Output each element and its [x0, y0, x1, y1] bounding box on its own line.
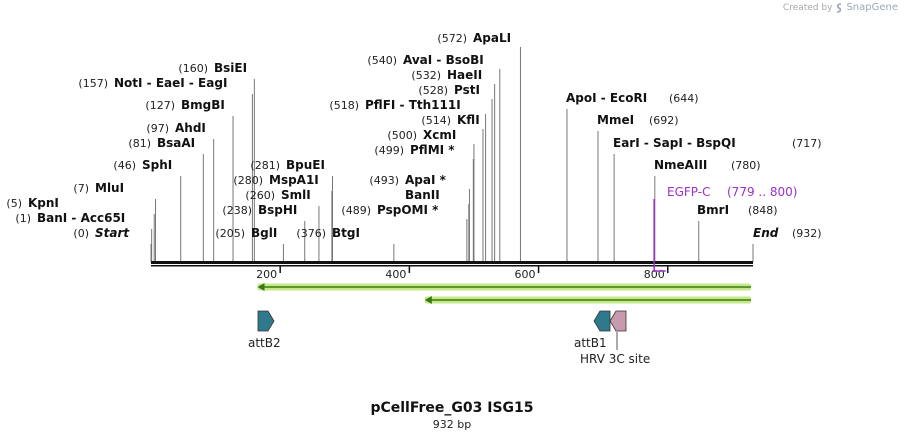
feature-arrow-hrv-3c-site — [609, 310, 627, 332]
site-position-bani-acc65i: (1) — [15, 212, 31, 225]
site-position-noti-eaei-eagi: (157) — [78, 77, 108, 90]
watermark-app-name: SnapGene — [846, 2, 898, 13]
site-position-haeii: (532) — [411, 69, 441, 82]
site-label-eari-sapi-bspqi: EarI - SapI - BspQI — [613, 136, 736, 150]
orf-layer — [257, 283, 751, 304]
site-label-bgli: BglI — [251, 226, 277, 240]
site-label-haeii: HaeII — [447, 68, 482, 82]
site-position-bsphi: (238) — [222, 204, 252, 217]
site-label-pflfi-tth111i: PflFI - Tth111I — [365, 98, 461, 112]
site-position-ahdi: (97) — [146, 122, 169, 135]
site-position-avai-bsobi: (540) — [367, 54, 397, 67]
site-position-bpuei: (281) — [250, 159, 280, 172]
plasmid-map: 200 400 600 800 Start(0)BanI - Acc65I(1)Kpn… — [6, 31, 821, 366]
site-label-bsiei: BsiEI — [214, 61, 247, 75]
site-label-avai-bsobi: AvaI - BsoBI — [403, 53, 484, 67]
feature-label-attb1: attB1 — [574, 336, 607, 350]
site-label-bsaai: BsaAI — [157, 136, 195, 150]
map-title: pCellFree_G03 ISG15 — [370, 400, 534, 416]
tick-label-200: 200 — [256, 268, 277, 281]
site-label-bani-acc65i: BanI - Acc65I — [37, 211, 125, 225]
tick-label-600: 600 — [515, 268, 536, 281]
site-position-start: (0) — [73, 227, 89, 240]
feature-arrows: attB2 attB1 HRV 3C site — [248, 310, 650, 366]
snapgene-logo-icon — [837, 2, 842, 13]
site-position-bsiei: (160) — [178, 62, 208, 75]
sequence-length: 932 bp — [432, 418, 472, 431]
site-position-sphi: (46) — [113, 159, 136, 172]
site-label-bmri: BmrI — [697, 203, 729, 217]
backbone-bottom-strand — [151, 265, 753, 267]
site-label-noti-eaei-eagi: NotI - EaeI - EagI — [114, 76, 227, 90]
site-label-pspomi: PspOMI * — [377, 203, 439, 217]
site-label-banii: BanII — [405, 188, 440, 202]
site-position-smli: (260) — [245, 189, 275, 202]
snapgene-watermark: Created by SnapGene — [783, 2, 898, 13]
site-label-mspa1i: MspA1I — [269, 173, 319, 187]
site-position-pflmi: (499) — [374, 144, 404, 157]
feature-arrow-attb1 — [593, 310, 611, 332]
ruler-ticks: 200 400 600 800 — [256, 266, 669, 281]
site-position-nmeaiii: (780) — [731, 159, 761, 172]
site-position-psti: (528) — [418, 84, 448, 97]
site-position-pflfi-tth111i: (518) — [329, 99, 359, 112]
site-label-nmeaiii: NmeAIII — [654, 158, 707, 172]
site-label-apai: ApaI * — [405, 173, 447, 187]
site-label-bmgbi: BmgBI — [181, 98, 225, 112]
egfp-feature-name: EGFP-C — [667, 185, 710, 199]
site-position-mmei: (692) — [649, 114, 679, 127]
feature-arrow-attb2 — [257, 310, 275, 332]
site-position-apali: (572) — [437, 32, 467, 45]
site-label-xcmi: XcmI — [423, 128, 456, 142]
site-label-smli: SmlI — [281, 188, 311, 202]
site-label-end: End — [753, 226, 779, 240]
egfp-feature-label: EGFP-C (779 .. 800) — [653, 185, 797, 272]
site-position-pspomi: (489) — [341, 204, 371, 217]
site-label-bsphi: BspHI — [258, 203, 297, 217]
site-position-kpni: (5) — [6, 197, 22, 210]
site-label-btgi: BtgI — [332, 226, 360, 240]
feature-label-hrv-3c-site: HRV 3C site — [580, 352, 650, 366]
site-position-end: (932) — [792, 227, 822, 240]
site-position-bmri: (848) — [748, 204, 778, 217]
site-position-apai: (493) — [369, 174, 399, 187]
site-label-pflmi: PflMI * — [410, 143, 455, 157]
site-label-psti: PstI — [454, 83, 480, 97]
site-label-ahdi: AhdI — [175, 121, 206, 135]
site-label-kfli: KflI — [457, 113, 480, 127]
orf-arrowhead — [257, 283, 265, 291]
sequence-backbone — [151, 261, 753, 267]
feature-label-attb2: attB2 — [248, 336, 281, 350]
tick-label-400: 400 — [385, 268, 406, 281]
site-label-mmei: MmeI — [597, 113, 634, 127]
site-label-apali: ApaLI — [473, 31, 511, 45]
site-position-btgi: (376) — [296, 227, 326, 240]
site-label-apoi-ecori: ApoI - EcoRI — [566, 91, 647, 105]
site-labels: Start (0) BanI - Acc65I (1) KpnI (5) MluI (7) Sp… — [6, 31, 821, 240]
site-position-apoi-ecori: (644) — [669, 92, 699, 105]
site-position-kfli: (514) — [421, 114, 451, 127]
site-position-bsaai: (81) — [128, 137, 151, 150]
site-position-bmgbi: (127) — [145, 99, 175, 112]
site-label-start: Start — [95, 226, 130, 240]
site-label-sphi: SphI — [142, 158, 172, 172]
site-position-mspa1i: (280) — [233, 174, 263, 187]
site-label-bpuei: BpuEI — [286, 158, 325, 172]
site-position-eari-sapi-bspqi: (717) — [792, 137, 822, 150]
site-position-mlui: (7) — [73, 182, 89, 195]
site-lines — [150, 47, 754, 262]
site-position-bgli: (205) — [215, 227, 245, 240]
watermark-text: Created by — [782, 2, 833, 13]
orf-arrowhead — [424, 296, 432, 304]
site-position-xcmi: (500) — [387, 129, 417, 142]
egfp-feature-range: (779 .. 800) — [727, 185, 797, 199]
site-label-kpni: KpnI — [28, 196, 59, 210]
backbone-top-strand — [151, 261, 753, 264]
site-label-mlui: MluI — [95, 181, 124, 195]
